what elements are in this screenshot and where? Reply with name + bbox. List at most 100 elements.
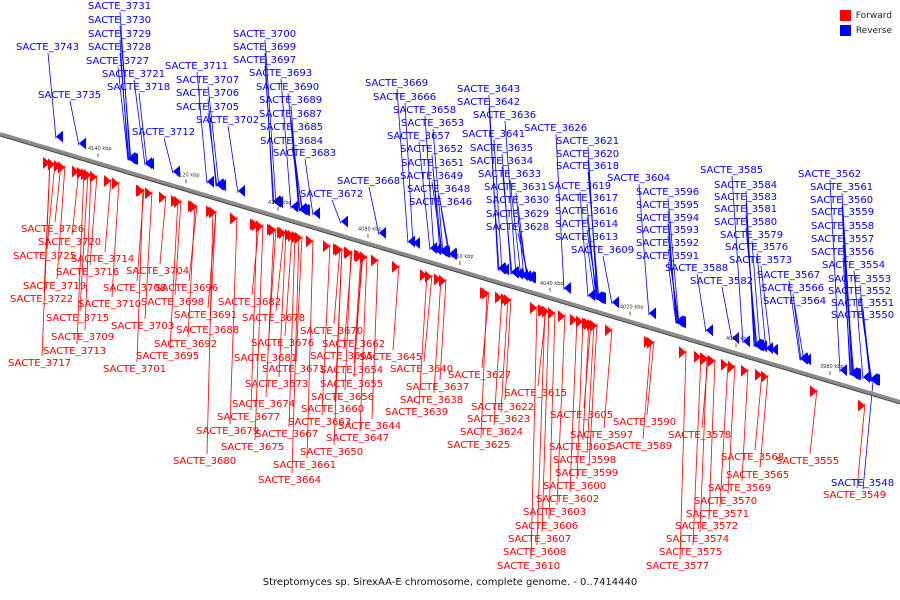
reverse-gene-label: SACTE_3634 [470,156,533,167]
reverse-gene-label: SACTE_3635 [470,143,533,154]
reverse-gene-arrow [430,242,437,255]
reverse-leader-line [756,252,767,351]
forward-leader-line [353,253,363,378]
reverse-gene-label: SACTE_3728 [88,42,151,53]
forward-gene-label: SACTE_3678 [242,313,305,324]
reverse-gene-label: SACTE_3685 [260,122,323,133]
reverse-gene-arrow [173,165,180,178]
reverse-leader-line [586,216,598,300]
reverse-leader-line [792,293,802,361]
forward-leader-line [321,244,331,416]
reverse-gene-label: SACTE_3559 [811,207,874,218]
reverse-gene-label: SACTE_3562 [798,169,861,180]
reverse-gene-label: SACTE_3652 [400,144,463,155]
forward-leader-line [480,291,488,439]
forward-gene-label: SACTE_3682 [218,297,281,308]
reverse-gene-label: SACTE_3646 [409,197,472,208]
forward-gene-label: SACTE_3600 [543,481,606,492]
forward-gene-label: SACTE_3662 [322,339,385,350]
reverse-swatch [839,25,851,36]
reverse-gene-label: SACTE_3718 [107,82,170,93]
forward-gene-label: SACTE_3709 [51,332,114,343]
reverse-leader-line [501,166,513,275]
forward-gene-arrow [209,206,216,219]
reverse-gene-label: SACTE_3653 [401,118,464,129]
forward-gene-label: SACTE_3570 [694,496,757,507]
gene-labels: SACTE_3743 SACTE_3735 SACTE_3731 SACTE_3730… [8,1,894,572]
forward-gene-arrow [256,220,263,233]
reverse-gene-arrow [804,353,811,366]
reverse-gene-arrow [238,184,245,197]
reverse-gene-arrow [341,215,348,228]
reverse-leader-line [794,306,805,362]
reverse-leader-line [751,240,761,349]
forward-gene-arrow [306,235,313,248]
reverse-leader-line [163,137,174,174]
reverse-gene-arrow [379,226,386,239]
forward-gene-arrow [371,254,378,267]
forward-leader-line [54,164,62,223]
forward-gene-label: SACTE_3574 [666,534,729,545]
chromosome-axis-shadow [0,135,900,405]
reverse-gene-label: SACTE_3551 [831,298,894,309]
forward-gene-label: SACTE_3722 [10,294,73,305]
forward-gene-label: SACTE_3571 [686,509,749,520]
reverse-leader-line [667,261,677,324]
forward-leader-line [701,356,709,429]
reverse-leader-line [117,66,129,161]
reverse-gene-label: SACTE_3616 [555,206,618,217]
forward-gene-label: SACTE_3622 [471,402,534,413]
forward-gene-label: SACTE_3673 [245,379,308,390]
reverse-gene-label: SACTE_3604 [607,173,670,184]
reverse-gene-label: SACTE_3620 [556,149,619,160]
gene-arrows [43,130,880,412]
forward-gene-label: SACTE_3714 [71,254,134,265]
forward-gene-arrow [530,301,537,314]
forward-gene-label: SACTE_3603 [523,507,586,518]
reverse-gene-arrow [512,266,519,279]
forward-leader-line [727,364,736,495]
forward-leader-line [306,239,314,459]
reverse-leader-line [555,133,565,290]
reverse-gene-arrow [499,262,506,275]
forward-leader-line [104,179,112,253]
reverse-leader-line [586,229,599,301]
forward-gene-label: SACTE_3695 [136,351,199,362]
reverse-gene-label: SACTE_3628 [486,222,549,233]
forward-gene-label: SACTE_3680 [173,456,236,467]
forward-gene-arrow [425,270,432,283]
reverse-gene-label: SACTE_3705 [176,102,239,113]
forward-gene-arrow [136,184,143,197]
genome-caption: Streptomyces sp. SirexAA-E chromosome, c… [262,577,638,588]
forward-gene-arrow [700,352,707,365]
forward-gene-arrow [501,293,508,306]
forward-leader-line [333,247,341,325]
reverse-leader-line [291,146,304,213]
forward-gene-arrow [810,385,817,398]
forward-gene-arrow [323,240,330,253]
forward-leader-line [500,297,509,413]
reverse-gene-label: SACTE_3730 [88,15,151,26]
forward-gene-arrow [755,368,762,381]
forward-gene-arrow [420,269,427,282]
forward-gene-arrow [58,161,65,174]
forward-leader-line [353,253,362,364]
reverse-gene-label: SACTE_3649 [400,171,463,182]
forward-leader-line [46,162,56,250]
forward-gene-label: SACTE_3655 [320,379,383,390]
reverse-gene-label: SACTE_3631 [484,182,547,193]
reverse-gene-label: SACTE_3591 [636,251,699,262]
axis-tick-label: 4000 kbp [726,336,750,342]
forward-leader-line [169,198,179,350]
reverse-gene-label: SACTE_3558 [811,221,874,232]
forward-gene-arrow [174,195,181,208]
forward-gene-arrow [171,195,178,208]
reverse-leader-line [667,235,679,324]
reverse-leader-line [586,242,596,300]
reverse-leader-line [196,71,208,184]
forward-leader-line [719,362,729,508]
forward-leader-line [250,222,258,411]
reverse-leader-line [47,52,57,139]
reverse-gene-label: SACTE_3595 [636,200,699,211]
forward-gene-label: SACTE_3565 [726,470,789,481]
